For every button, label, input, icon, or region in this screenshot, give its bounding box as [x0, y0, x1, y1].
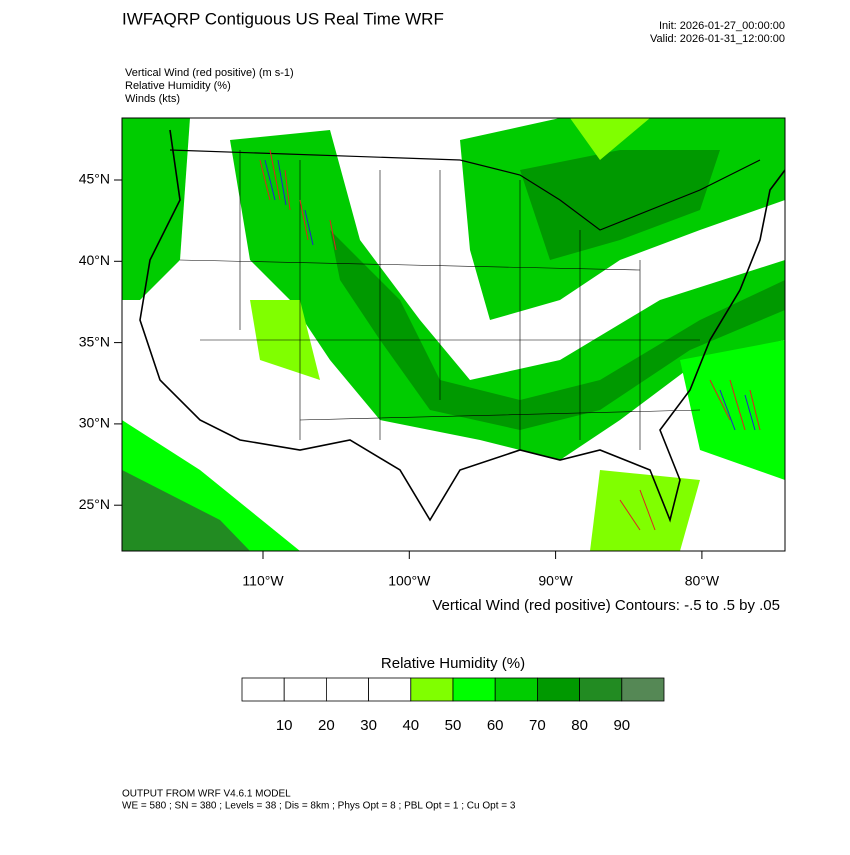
field-label: Winds (kts) — [125, 93, 180, 105]
lat-label: 40°N — [79, 252, 110, 268]
colorbar-label: 90 — [613, 717, 630, 734]
map-frame — [121, 117, 786, 552]
colorbar-box — [368, 677, 412, 702]
colorbar-box — [241, 677, 285, 702]
lat-label: 25°N — [79, 496, 110, 512]
lon-label: 80°W — [685, 573, 720, 589]
title: IWFAQRP Contiguous US Real Time WRF — [122, 9, 444, 28]
footer-line: WE = 580 ; SN = 380 ; Levels = 38 ; Dis … — [122, 801, 516, 812]
colorbar-title: Relative Humidity (%) — [381, 655, 525, 672]
colorbar-box — [452, 677, 496, 702]
colorbar-box — [410, 677, 454, 702]
field-label: Relative Humidity (%) — [125, 80, 231, 92]
lon-label: 90°W — [538, 573, 573, 589]
boundaries — [139, 129, 785, 523]
contour-note: Vertical Wind (red positive) Contours: -… — [432, 597, 780, 614]
field-label: Vertical Wind (red positive) (m s-1) — [125, 67, 294, 79]
lat-label: 45°N — [79, 171, 110, 187]
valid-time: Valid: 2026-01-31_12:00:00 — [650, 33, 785, 45]
field-list: Vertical Wind (red positive) (m s-1)Rela… — [125, 67, 294, 105]
lat-label: 35°N — [79, 333, 110, 349]
colorbar-label: 20 — [318, 717, 335, 734]
colorbar-box — [494, 677, 538, 702]
colorbar-label: 60 — [487, 717, 504, 734]
map-axes: 45°N 40°N 35°N 30°N 25°N 110°W 100°W 90°W 80°W — [79, 171, 720, 589]
colorbar-label: 30 — [360, 717, 377, 734]
colorbar-label: 70 — [529, 717, 546, 734]
footer-line: OUTPUT FROM WRF V4.6.1 MODEL — [122, 789, 291, 800]
lon-label: 100°W — [388, 573, 431, 589]
colorbar-box — [283, 677, 327, 702]
colorbar-box — [537, 677, 581, 702]
lon-label: 110°W — [242, 573, 284, 589]
colorbar: 10 20 30 40 50 60 70 80 90 — [241, 677, 665, 734]
colorbar-label: 80 — [571, 717, 588, 734]
init-time: Init: 2026-01-27_00:00:00 — [659, 20, 785, 32]
map — [121, 117, 786, 552]
colorbar-label: 50 — [445, 717, 462, 734]
colorbar-label: 10 — [276, 717, 293, 734]
colorbar-label: 40 — [402, 717, 419, 734]
vertical-wind-contours-neg — [264, 159, 756, 431]
lat-label: 30°N — [79, 415, 110, 431]
colorbar-box — [325, 677, 369, 702]
colorbar-box — [579, 677, 623, 702]
colorbar-box — [621, 677, 665, 702]
vertical-wind-contours — [259, 149, 761, 531]
